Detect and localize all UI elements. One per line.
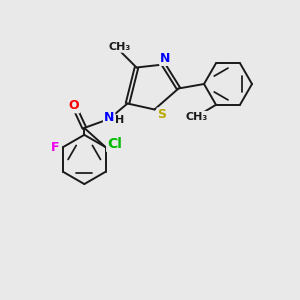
Text: CH₃: CH₃ — [109, 42, 131, 52]
Text: H: H — [115, 116, 124, 125]
Text: CH₃: CH₃ — [185, 112, 208, 122]
Text: N: N — [104, 111, 114, 124]
Text: O: O — [69, 99, 79, 112]
Text: Cl: Cl — [107, 137, 122, 151]
Text: S: S — [158, 108, 166, 122]
Text: N: N — [160, 52, 170, 65]
Text: F: F — [51, 141, 60, 154]
